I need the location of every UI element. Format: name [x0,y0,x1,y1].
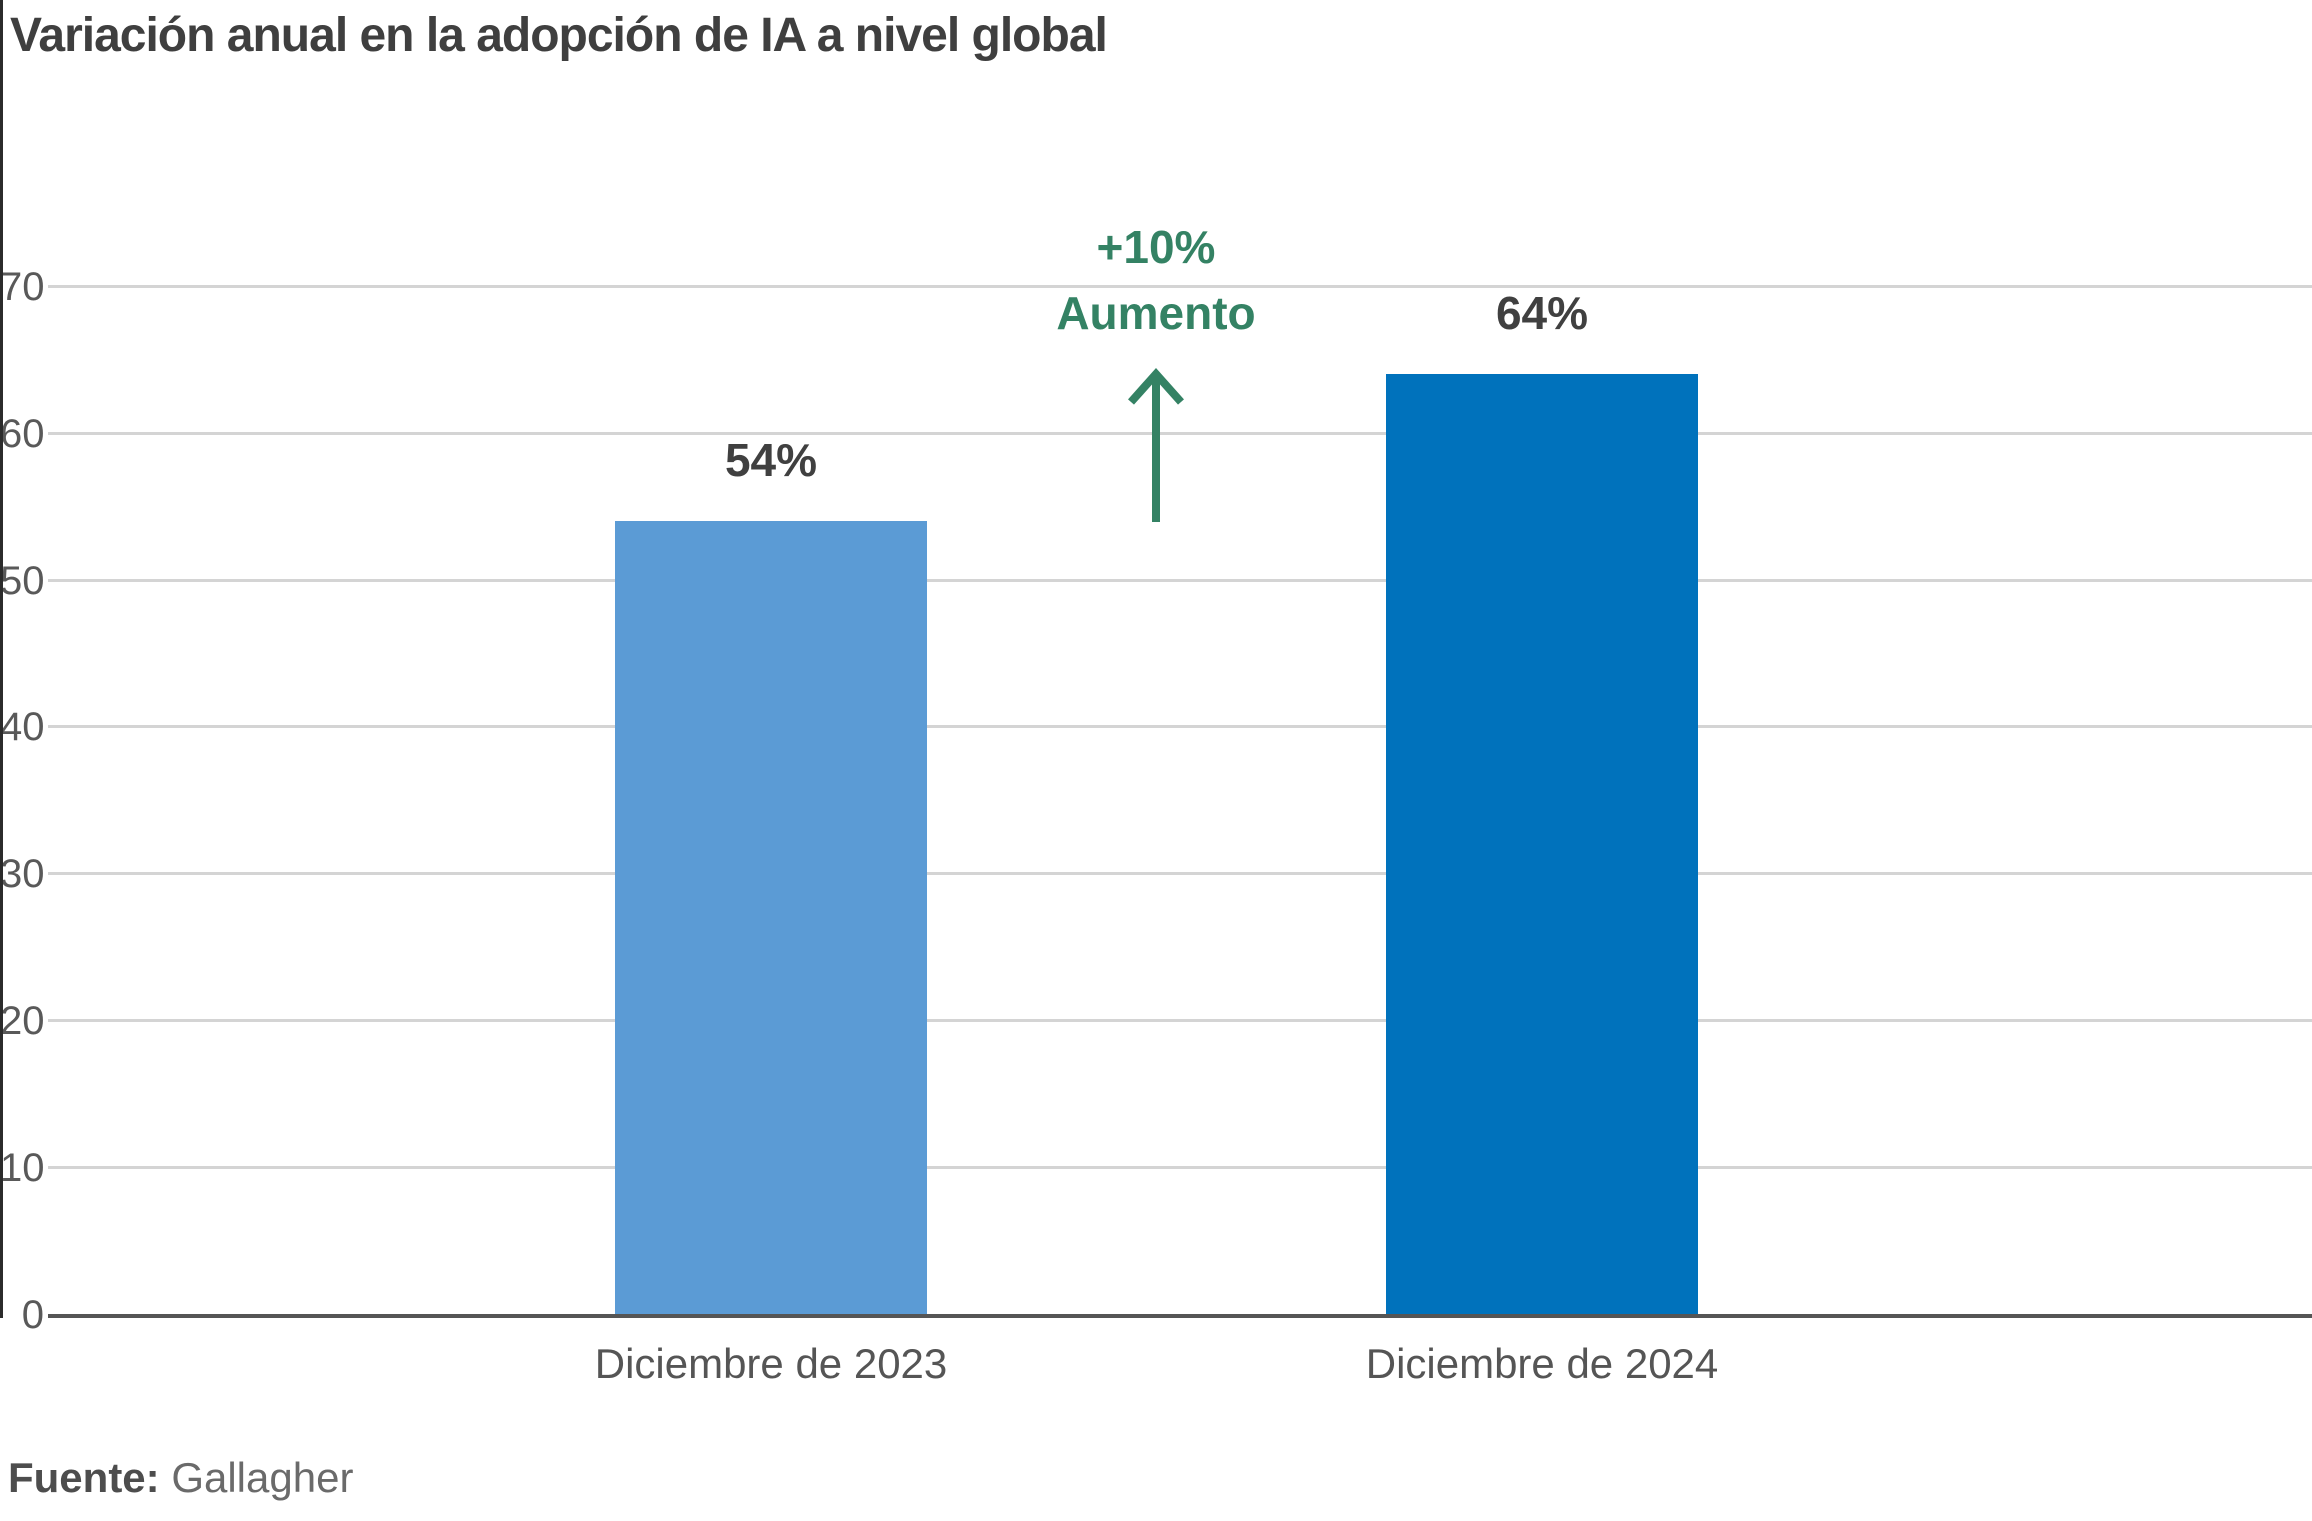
source-prefix: Fuente: [8,1454,160,1501]
y-tick-label-70: 70 [0,264,45,309]
x-category-label-1: Diciembre de 2023 [594,1340,948,1387]
source-name: Gallagher [171,1454,354,1501]
y-tick-label-0: 0 [21,1293,44,1337]
y-tick-label-10: 10 [0,1146,45,1191]
gridline-30 [48,872,2312,876]
up-arrow-icon [1128,367,1184,522]
bar-value-label-1: 54% [724,434,818,486]
y-tick-label-30: 30 [0,852,45,897]
annotation-caption: Aumento [1056,287,1256,339]
y-tick-label-50: 50 [0,558,45,603]
chart-title: Variación anual en la adopción de IA a n… [10,9,1108,62]
gridline-40 [48,725,2312,729]
annotation-delta-label: +10% [1096,221,1216,273]
bar-value-label-2: 64% [1495,287,1589,339]
y-tick-label-40: 40 [0,705,45,750]
x-category-label-2: Diciembre de 2024 [1365,1340,1719,1387]
left-edge-rule [0,0,3,1318]
y-tick-label-60: 60 [0,411,45,456]
gridline-60 [48,431,2312,435]
y-tick-label-20: 20 [0,999,45,1044]
gridline-10 [48,1166,2312,1170]
x-axis-line [48,1314,2312,1318]
gridline-70 [48,284,2312,288]
gridline-50 [48,578,2312,582]
bar-diciembre-de-2024 [1386,374,1698,1314]
source-line: Fuente: Gallagher [8,1452,353,1504]
gridline-20 [48,1019,2312,1023]
bar-diciembre-de-2023 [615,521,927,1314]
